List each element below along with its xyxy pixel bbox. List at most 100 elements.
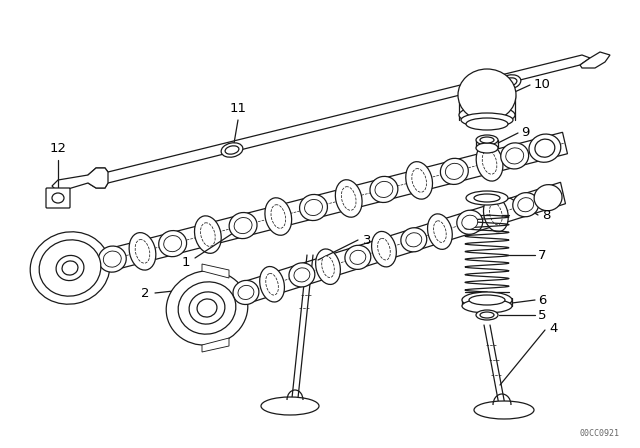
Ellipse shape bbox=[474, 194, 500, 202]
Ellipse shape bbox=[271, 205, 285, 228]
Ellipse shape bbox=[166, 271, 248, 345]
Ellipse shape bbox=[466, 191, 508, 205]
Text: 12: 12 bbox=[49, 142, 67, 155]
Ellipse shape bbox=[534, 185, 562, 211]
Ellipse shape bbox=[476, 143, 498, 153]
Text: 6: 6 bbox=[538, 293, 547, 306]
Ellipse shape bbox=[480, 312, 494, 318]
Ellipse shape bbox=[300, 194, 328, 220]
Ellipse shape bbox=[461, 113, 513, 127]
Ellipse shape bbox=[428, 214, 452, 250]
Ellipse shape bbox=[469, 295, 505, 305]
Text: 1: 1 bbox=[182, 255, 190, 268]
Ellipse shape bbox=[457, 210, 483, 234]
Ellipse shape bbox=[401, 228, 427, 252]
Text: 2: 2 bbox=[141, 287, 149, 300]
Polygon shape bbox=[60, 132, 568, 283]
Ellipse shape bbox=[462, 299, 512, 313]
Ellipse shape bbox=[350, 250, 366, 264]
Text: 7: 7 bbox=[538, 249, 547, 262]
Ellipse shape bbox=[474, 401, 534, 419]
Ellipse shape bbox=[341, 187, 356, 210]
Ellipse shape bbox=[499, 75, 521, 89]
Ellipse shape bbox=[103, 251, 121, 267]
Ellipse shape bbox=[305, 199, 323, 215]
Ellipse shape bbox=[370, 177, 398, 202]
Polygon shape bbox=[202, 338, 229, 352]
Ellipse shape bbox=[372, 232, 396, 267]
Ellipse shape bbox=[466, 118, 508, 130]
Ellipse shape bbox=[412, 168, 426, 192]
Ellipse shape bbox=[294, 268, 310, 282]
Ellipse shape bbox=[445, 164, 463, 180]
Ellipse shape bbox=[178, 282, 236, 334]
Ellipse shape bbox=[476, 144, 503, 181]
Ellipse shape bbox=[52, 193, 64, 203]
Ellipse shape bbox=[490, 203, 502, 225]
Ellipse shape bbox=[529, 134, 561, 162]
Ellipse shape bbox=[99, 246, 126, 272]
Polygon shape bbox=[202, 264, 229, 278]
Ellipse shape bbox=[406, 233, 422, 247]
Ellipse shape bbox=[322, 256, 334, 277]
Ellipse shape bbox=[265, 198, 292, 235]
Ellipse shape bbox=[56, 255, 84, 280]
Ellipse shape bbox=[195, 216, 221, 253]
Ellipse shape bbox=[335, 180, 362, 217]
Ellipse shape bbox=[62, 261, 78, 275]
Ellipse shape bbox=[535, 139, 555, 157]
Ellipse shape bbox=[375, 181, 393, 198]
Ellipse shape bbox=[234, 218, 252, 233]
Text: 11: 11 bbox=[230, 102, 246, 115]
Ellipse shape bbox=[462, 292, 512, 308]
Text: 5: 5 bbox=[538, 309, 547, 322]
Polygon shape bbox=[88, 55, 590, 188]
Ellipse shape bbox=[503, 78, 517, 86]
Ellipse shape bbox=[233, 280, 259, 305]
Text: 9: 9 bbox=[521, 125, 529, 138]
Ellipse shape bbox=[129, 233, 156, 270]
Ellipse shape bbox=[159, 231, 187, 257]
Ellipse shape bbox=[500, 143, 529, 169]
Ellipse shape bbox=[189, 292, 225, 324]
Ellipse shape bbox=[462, 215, 477, 229]
Ellipse shape bbox=[459, 106, 515, 124]
Ellipse shape bbox=[238, 285, 254, 300]
Ellipse shape bbox=[506, 148, 524, 164]
Ellipse shape bbox=[260, 267, 284, 302]
Text: 8: 8 bbox=[542, 208, 550, 221]
Ellipse shape bbox=[135, 240, 150, 263]
Ellipse shape bbox=[482, 151, 497, 174]
Text: 10: 10 bbox=[534, 78, 551, 90]
Ellipse shape bbox=[440, 158, 468, 185]
Ellipse shape bbox=[458, 69, 516, 121]
Ellipse shape bbox=[345, 246, 371, 269]
Polygon shape bbox=[52, 168, 108, 192]
Ellipse shape bbox=[266, 273, 278, 295]
Ellipse shape bbox=[433, 221, 446, 242]
Ellipse shape bbox=[221, 143, 243, 157]
Ellipse shape bbox=[518, 198, 534, 212]
FancyBboxPatch shape bbox=[46, 188, 70, 208]
Ellipse shape bbox=[39, 240, 101, 296]
Ellipse shape bbox=[289, 263, 315, 287]
Ellipse shape bbox=[378, 238, 390, 260]
Ellipse shape bbox=[164, 236, 182, 252]
Ellipse shape bbox=[480, 137, 494, 143]
Text: 3: 3 bbox=[363, 233, 371, 246]
Ellipse shape bbox=[261, 397, 319, 415]
Ellipse shape bbox=[316, 249, 340, 284]
Ellipse shape bbox=[476, 135, 498, 145]
Polygon shape bbox=[580, 52, 610, 68]
Ellipse shape bbox=[476, 310, 498, 320]
Ellipse shape bbox=[513, 193, 539, 217]
Ellipse shape bbox=[225, 146, 239, 154]
Ellipse shape bbox=[197, 299, 217, 317]
Ellipse shape bbox=[483, 196, 508, 232]
Text: 00CC0921: 00CC0921 bbox=[580, 429, 620, 438]
Polygon shape bbox=[188, 182, 566, 321]
Ellipse shape bbox=[229, 212, 257, 239]
Ellipse shape bbox=[30, 232, 110, 304]
Ellipse shape bbox=[406, 162, 433, 199]
Ellipse shape bbox=[200, 223, 215, 246]
